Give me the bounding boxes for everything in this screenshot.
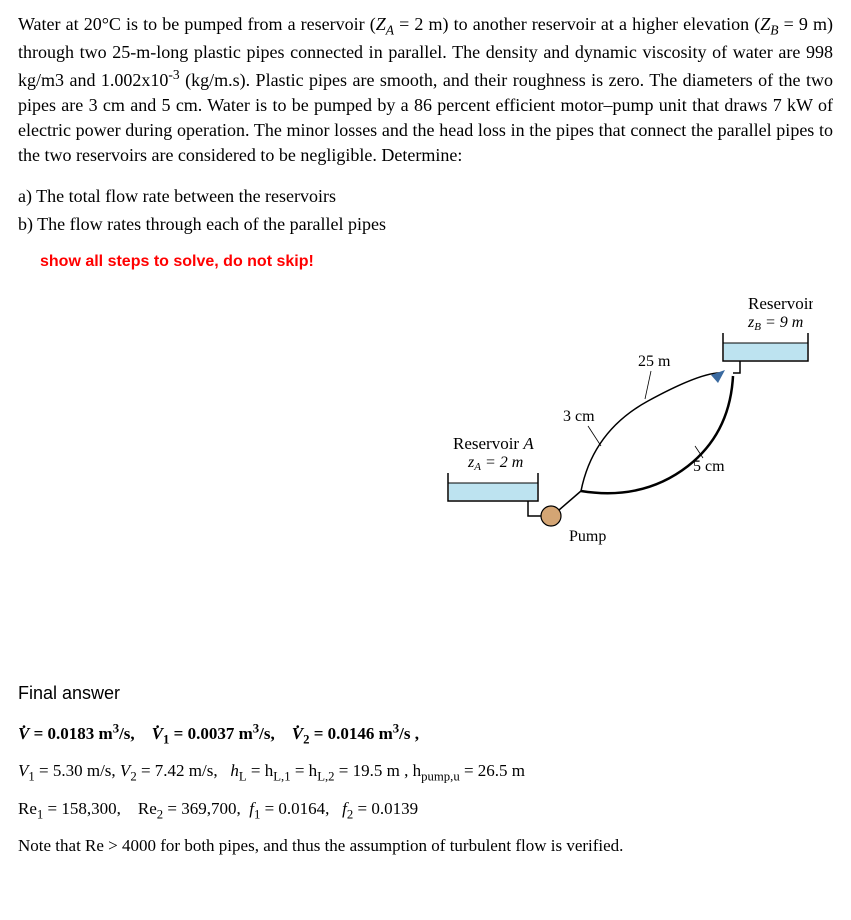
tank-a-outlet: [528, 501, 541, 516]
final-answer-title: Final answer: [18, 681, 833, 706]
text: = 2 m) to another reservoir at a higher …: [394, 14, 760, 34]
v1-sym: V: [152, 724, 163, 743]
tank-b-water: [724, 343, 807, 360]
instruction: show all steps to solve, do not skip!: [40, 251, 833, 273]
t: L,2: [317, 770, 334, 784]
d2-label: 5 cm: [693, 458, 725, 475]
pipe-stub: [559, 491, 581, 510]
reservoir-a-label: Reservoir A: [453, 434, 534, 453]
t: = h: [247, 761, 274, 780]
t: /s,: [119, 724, 135, 743]
d1-leader: [588, 426, 601, 446]
answer-line-1: V = 0.0183 m3/s, V1 = 0.0037 m3/s, V2 = …: [18, 720, 833, 749]
tank-a-water: [449, 483, 537, 500]
v2-sym: V: [292, 724, 303, 743]
pump-label: Pump: [569, 528, 606, 545]
t: L,1: [273, 770, 290, 784]
t: /s ,: [399, 724, 419, 743]
v-sym: V: [18, 724, 29, 743]
problem-statement: Water at 20°C is to be pumped from a res…: [18, 12, 833, 168]
t: pump,u: [421, 770, 460, 784]
t: = 0.0183 m: [29, 724, 112, 743]
answer-line-4: Note that Re > 4000 for both pipes, and …: [18, 834, 833, 858]
question-list: a) The total flow rate between the reser…: [18, 184, 833, 236]
zb-sub: B: [770, 23, 778, 38]
piping-diagram: Reservoir B zB = 9 m Reservoir A zA = 2 …: [383, 291, 813, 551]
zb-label: zB = 9 m: [747, 314, 803, 333]
reservoir-b-label: Reservoir B: [748, 294, 813, 313]
question-a: a) The total flow rate between the reser…: [18, 184, 833, 209]
final-answer-block: Final answer V = 0.0183 m3/s, V1 = 0.003…: [18, 681, 833, 857]
t: = h: [291, 761, 318, 780]
flow-arrow: [711, 370, 725, 383]
t: /s,: [259, 724, 275, 743]
pipe-length-label: 25 m: [638, 353, 671, 370]
t: = 26.5 m: [460, 761, 525, 780]
t: = 19.5 m , h: [335, 761, 422, 780]
question-b: b) The flow rates through each of the pa…: [18, 212, 833, 237]
answer-line-2: V1 = 5.30 m/s, V2 = 7.42 m/s, hL = hL,1 …: [18, 759, 833, 786]
text: Water at 20°C is to be pumped from a res…: [18, 14, 376, 34]
t: = 0.0037 m: [169, 724, 252, 743]
pump-icon: [541, 506, 561, 526]
za: Z: [376, 14, 386, 34]
t: = 0.0146 m: [309, 724, 392, 743]
exp: -3: [168, 67, 179, 82]
answer-line-3: Re1 = 158,300, Re2 = 369,700, f1 = 0.016…: [18, 797, 833, 824]
t: L: [239, 770, 247, 784]
zb: Z: [760, 14, 770, 34]
tank-b-outlet: [733, 361, 740, 373]
d1-label: 3 cm: [563, 408, 595, 425]
diagram-container: Reservoir B zB = 9 m Reservoir A zA = 2 …: [18, 291, 833, 591]
za-sub: A: [386, 23, 394, 38]
za-label: zA = 2 m: [467, 454, 523, 473]
length-leader: [645, 371, 651, 399]
pipe-5cm: [581, 376, 733, 493]
